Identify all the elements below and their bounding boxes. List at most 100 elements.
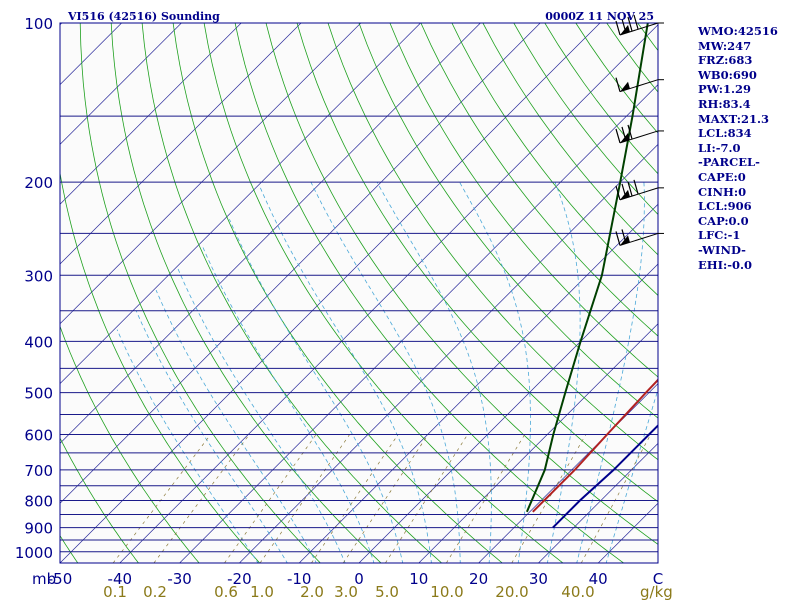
stat-line: LCL:834 xyxy=(698,126,752,141)
wind-barb xyxy=(615,124,664,144)
isotherm-line xyxy=(358,263,658,563)
moist-adiabat xyxy=(229,219,404,563)
plot-border xyxy=(59,22,659,564)
wind-barb xyxy=(615,179,664,201)
stat-line: PW:1.29 xyxy=(698,82,752,97)
mixing-ratio-line xyxy=(342,434,429,563)
dry-adiabat xyxy=(60,170,260,563)
stat-line: EHI:-0.0 xyxy=(698,257,753,272)
wind-barb xyxy=(615,14,664,36)
isotherm-line xyxy=(538,443,658,563)
isotherm-line xyxy=(60,23,122,85)
stat-line: MW:247 xyxy=(698,38,752,53)
profile-series-0 xyxy=(552,424,658,529)
stat-line: -WIND- xyxy=(698,242,746,257)
stat-line: CINH:0 xyxy=(698,184,747,199)
stat-line: WB0:690 xyxy=(698,67,757,82)
mixing-ratio-tick-label: 2.0 xyxy=(300,583,324,600)
isotherm-line xyxy=(119,24,658,563)
mixing-ratio-tick-label: 40.0 xyxy=(561,583,594,600)
dry-adiabat xyxy=(79,23,321,563)
mixing-ratio-line xyxy=(259,434,350,563)
pressure-tick-label: 100 xyxy=(24,15,53,33)
pressure-tick-label: 1000 xyxy=(15,544,53,562)
stat-line: MAXT:21.3 xyxy=(698,111,769,126)
isotherm-line xyxy=(478,383,658,563)
isotherm-line xyxy=(60,23,242,205)
temperature-tick-label: -20 xyxy=(227,570,252,588)
moist-adiabat xyxy=(260,187,432,563)
moist-adiabat xyxy=(155,289,317,563)
temperature-tick-label: 40 xyxy=(589,570,608,588)
moist-adiabat xyxy=(177,267,346,563)
stats-panel: WMO:42516 MW:247 FRZ:683 WB0:690 PW:1.29 RH:8… xyxy=(698,24,798,272)
dry-adiabat xyxy=(358,23,658,419)
background-grid xyxy=(0,23,658,563)
temperature-tick-label: -10 xyxy=(287,570,312,588)
mixing-ratio-unit-label: g/kg xyxy=(640,583,673,600)
pressure-tick-label: 500 xyxy=(24,385,53,403)
wind-barbs xyxy=(615,14,664,246)
moist-adiabat xyxy=(546,182,581,563)
temperature-tick-label: -30 xyxy=(167,570,192,588)
chart-title: VI516 (42516) Sounding xyxy=(67,10,220,23)
isotherm-line xyxy=(60,23,362,325)
stat-line: CAPE:0 xyxy=(698,169,746,184)
isotherm-line xyxy=(60,23,302,265)
pressure-tick-label: 700 xyxy=(24,462,53,480)
stat-line: CAP:0.0 xyxy=(698,213,749,228)
pressure-tick-label: 600 xyxy=(24,426,53,444)
chart-datetime: 0000Z 11 NOV 25 xyxy=(545,10,654,23)
mixing-ratio-line xyxy=(580,434,651,563)
wind-barb xyxy=(615,229,664,246)
mixing-ratio-tick-label: 1.0 xyxy=(250,583,274,600)
temperature-tick-label: -40 xyxy=(108,570,133,588)
temperature-tick-label: 10 xyxy=(409,570,428,588)
mixing-ratio-tick-label: 20.0 xyxy=(495,583,528,600)
mixing-ratio-line xyxy=(224,434,317,563)
mixing-ratio-tick-label: 0.2 xyxy=(143,583,167,600)
isotherm-line xyxy=(418,323,658,563)
pressure-tick-label: 400 xyxy=(24,333,53,351)
mixing-ratio-tick-label: 0.6 xyxy=(214,583,238,600)
profile-series-1 xyxy=(532,378,658,513)
dry-adiabat xyxy=(451,23,658,296)
temperature-tick-label: 20 xyxy=(469,570,488,588)
moist-adiabat xyxy=(116,329,259,563)
pressure-tick-label: 200 xyxy=(24,174,53,192)
mixing-ratio-tick-label: 5.0 xyxy=(375,583,399,600)
isotherm-line xyxy=(60,23,182,145)
stat-line: LCL:906 xyxy=(698,199,752,214)
dry-adiabat xyxy=(389,23,658,378)
temperature-tick-label: 0 xyxy=(354,570,364,588)
mixing-ratio-tick-label: 3.0 xyxy=(334,583,358,600)
moist-adiabat xyxy=(376,182,492,563)
plot-area xyxy=(60,23,658,563)
dry-adiabat xyxy=(203,23,564,563)
stat-line: FRZ:683 xyxy=(698,53,753,68)
dry-adiabat xyxy=(0,23,17,563)
mixing-ratio-tick-label: 0.1 xyxy=(103,583,127,600)
wind-barb xyxy=(615,77,664,93)
dry-adiabat xyxy=(265,23,658,545)
moist-adiabat xyxy=(135,310,288,563)
dry-adiabat xyxy=(420,23,658,337)
dry-adiabat xyxy=(141,23,442,563)
isotherm-line xyxy=(298,203,658,563)
pressure-tick-label: 300 xyxy=(24,267,53,285)
isotherm-line xyxy=(597,502,658,563)
temperature-tick-label: 30 xyxy=(529,570,548,588)
moist-adiabat xyxy=(459,182,531,563)
stat-line: LFC:-1 xyxy=(698,228,741,243)
isotherm-line xyxy=(60,23,421,384)
mixing-ratio-line xyxy=(112,434,211,563)
mixing-ratio-line xyxy=(153,434,250,563)
dry-adiabat xyxy=(482,23,658,256)
moist-adiabat xyxy=(576,182,645,563)
mixing-ratio-line xyxy=(311,434,399,563)
pressure-tick-label: 800 xyxy=(24,493,53,511)
pressure-tick-label: 900 xyxy=(24,520,53,538)
mixing-ratio-tick-label: 10.0 xyxy=(430,583,463,600)
